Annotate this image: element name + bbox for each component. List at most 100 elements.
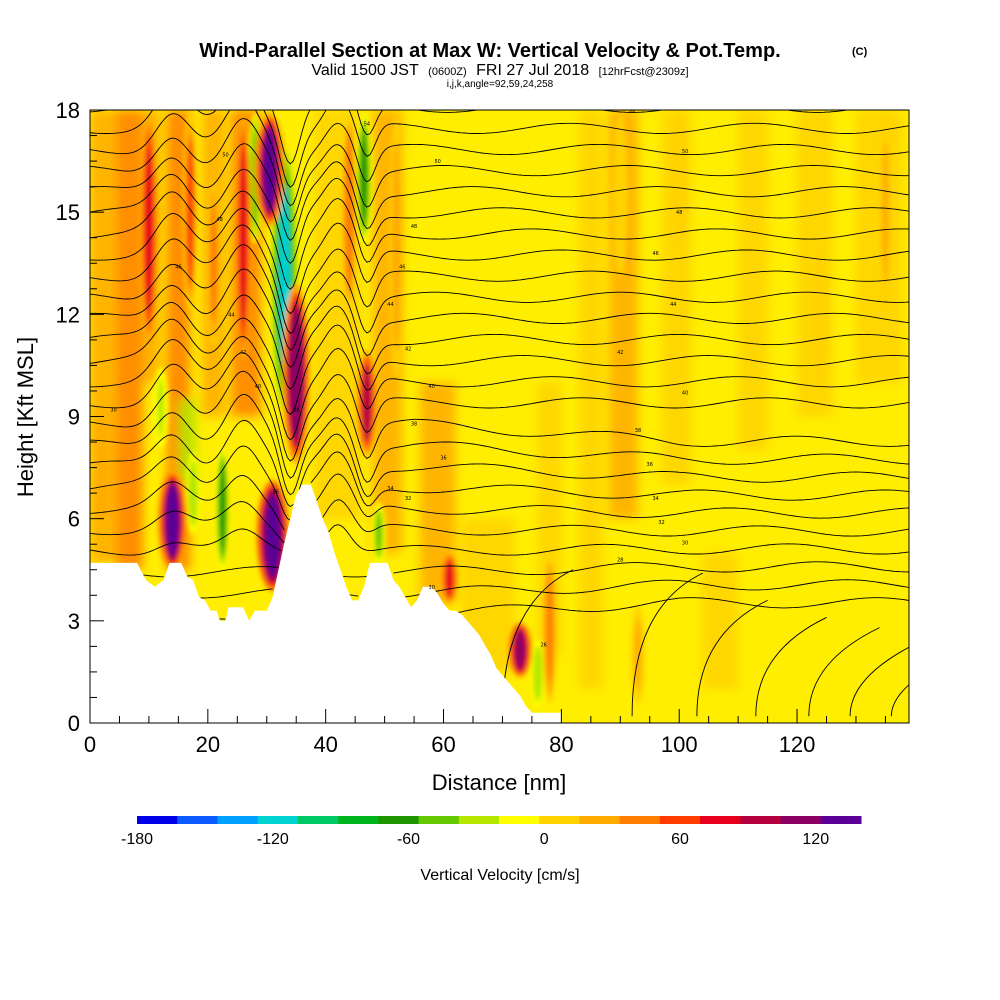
contour-label: 46 (175, 265, 181, 271)
updraft-core (634, 619, 642, 691)
colorbar-segment (137, 816, 178, 824)
colorbar-tick-label: 0 (540, 831, 549, 848)
downdraft-core (157, 378, 164, 438)
contour-label: 32 (405, 496, 411, 502)
downdraft-core (189, 463, 197, 523)
y-tick-label: 15 (56, 200, 80, 225)
colorbar-segment (579, 816, 621, 824)
y-tick-label: 18 (56, 98, 80, 123)
updraft-core (290, 308, 303, 440)
velocity-band (116, 110, 144, 570)
theta-contour (199, 579, 909, 599)
colorbar-ticks: -180 -120 -60 0 60 120 (121, 831, 829, 848)
colorbar-segment (820, 816, 862, 824)
y-tick-label: 9 (68, 405, 80, 430)
contour-label: 42 (405, 346, 411, 352)
colorbar-segment (177, 816, 218, 824)
contour-label: 36 (647, 462, 653, 468)
colorbar-segment (378, 816, 420, 824)
x-axis-label: Distance [nm] (432, 770, 567, 795)
x-tick-label: 0 (84, 732, 96, 757)
updraft-core (617, 135, 624, 255)
x-tick-label: 60 (431, 732, 455, 757)
contour-label: 40 (429, 384, 435, 390)
valid-date: FRI 27 Jul 2018 (476, 62, 589, 79)
theta-contour (90, 352, 909, 462)
theta-contour-low (755, 617, 827, 717)
colorbar-segment (418, 816, 460, 824)
theta-contour (90, 168, 909, 264)
colorbar-segment (659, 816, 701, 824)
y-tick-label: 0 (68, 711, 80, 736)
colorbar-tick-label: 60 (671, 831, 689, 848)
updraft-core (882, 140, 889, 284)
contour-label: 44 (228, 312, 234, 318)
plot-area: 30 50 48 46 44 42 40 38 36 54 50 48 46 44 42 40 38 36 34 32… (90, 110, 909, 723)
contour-label: 42 (240, 350, 246, 356)
colorbar-segment (499, 816, 540, 824)
contour-label: 38 (293, 408, 299, 414)
theta-contour (90, 524, 909, 556)
potential-temperature-contours (90, 110, 909, 717)
updraft-core (145, 145, 153, 313)
colorbar-segment (780, 816, 822, 824)
x-tick-label: 80 (549, 732, 573, 757)
contour-label: 28 (617, 558, 623, 564)
contour-label: 30 (682, 541, 688, 547)
theta-contour (90, 224, 909, 335)
contour-label: 46 (652, 251, 658, 257)
theta-contour (90, 445, 909, 521)
contour-label: 48 (216, 217, 222, 223)
y-tick-label: 12 (56, 302, 80, 327)
updraft-core (210, 203, 217, 323)
contour-labels: 30 50 48 46 44 42 40 38 36 54 50 48 46 44 42 40 38 36 34 32… (110, 110, 688, 649)
y-axis-ticks: 0 3 6 9 12 15 18 (56, 98, 104, 736)
y-axis-label: Height [Kft MSL] (13, 337, 38, 497)
theta-contour (90, 419, 909, 508)
theta-contour (90, 110, 909, 188)
theta-contour (90, 244, 909, 351)
theta-contour (90, 190, 909, 290)
contour-label: 40 (255, 384, 261, 390)
theta-contour (219, 597, 909, 620)
theta-contour-low (631, 572, 703, 717)
x-tick-label: 40 (313, 732, 337, 757)
theta-contour (90, 268, 909, 368)
colorbar-tick-label: -180 (121, 831, 153, 848)
contour-label: 42 (617, 350, 623, 356)
velocity-band (797, 110, 833, 417)
colorbar-segment (217, 816, 259, 824)
x-tick-label: 120 (779, 732, 816, 757)
colorbar-tick-label: -60 (397, 831, 420, 848)
updraft-core (393, 150, 400, 342)
contour-label: 48 (676, 210, 682, 216)
contour-label: 38 (411, 421, 417, 427)
contour-label: 54 (364, 122, 370, 128)
y-tick-label: 6 (68, 507, 80, 532)
theta-contour (90, 294, 909, 390)
contour-label: 40 (682, 391, 688, 397)
theta-contour (142, 561, 909, 578)
contour-label: 34 (387, 486, 393, 492)
theta-contour-low (849, 646, 909, 717)
updraft-core (445, 560, 453, 597)
updraft-core (239, 148, 247, 328)
colorbar-label: Vertical Velocity [cm/s] (420, 867, 579, 884)
theta-contour-low (696, 599, 768, 717)
x-axis-ticks: 0 20 40 60 80 100 120 (84, 709, 886, 757)
contour-label: 30 (110, 408, 116, 414)
contour-label: 44 (670, 302, 676, 308)
colorbar-segment (740, 816, 782, 824)
contour-label: 38 (635, 428, 641, 434)
theta-contour (90, 208, 909, 315)
downdraft-core (375, 511, 382, 557)
colorbar-tick-label: -120 (257, 831, 289, 848)
colorbar-segment (338, 816, 379, 824)
contour-label: 26 (541, 643, 547, 649)
colorbar-segment (458, 816, 500, 824)
x-tick-label: 100 (661, 732, 698, 757)
valid-utc: (0600Z) (428, 66, 467, 78)
theta-contour (90, 499, 909, 544)
contour-label: 30 (429, 585, 435, 591)
updraft-core (514, 629, 526, 671)
